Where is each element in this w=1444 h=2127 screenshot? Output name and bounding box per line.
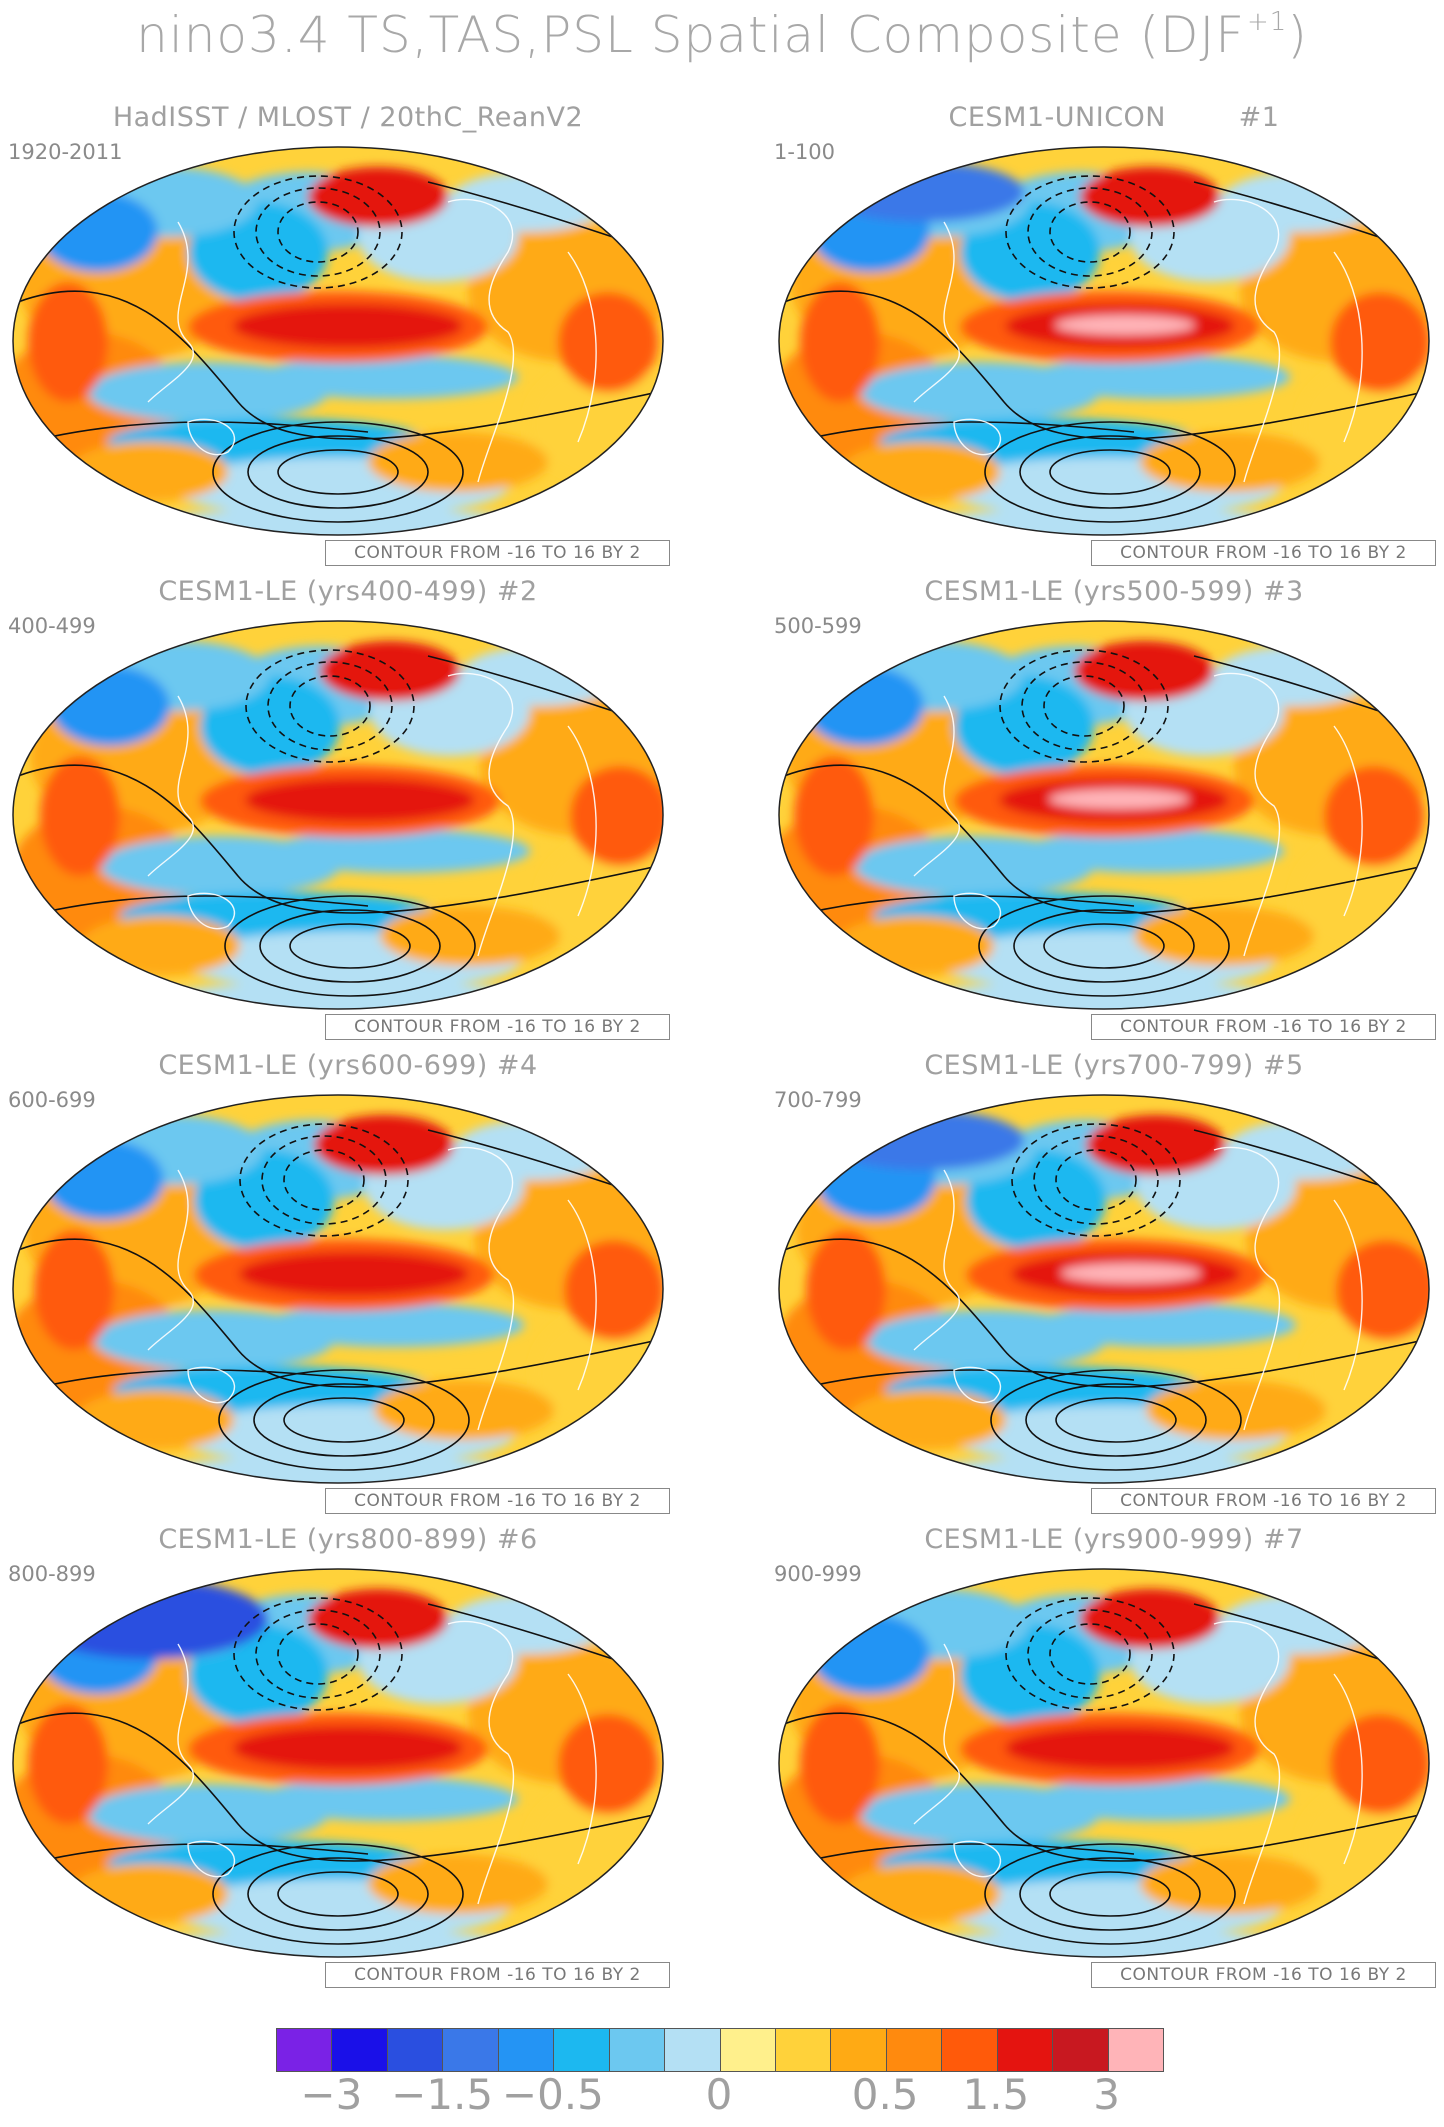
panel-title: CESM1-LE (yrs800-899) #6 bbox=[158, 1524, 538, 1555]
panel-years: 600-699 bbox=[8, 1088, 96, 1112]
colorbar-swatch bbox=[997, 2029, 1054, 2071]
colorbar-tick-label: 1.5 bbox=[962, 2070, 1030, 2119]
panel-years: 900-999 bbox=[774, 1562, 862, 1586]
panel-years: 800-899 bbox=[8, 1562, 96, 1586]
colorbar-labels: −3 −1.5 −0.5 0 0.5 1.5 3 bbox=[0, 2070, 1444, 2126]
robinson-map bbox=[12, 1568, 664, 1958]
panel-years: 500-599 bbox=[774, 614, 862, 638]
colorbar-tick-label: 0 bbox=[705, 2070, 733, 2119]
panel-years: 400-499 bbox=[8, 614, 96, 638]
colorbar-swatch bbox=[609, 2029, 666, 2071]
colorbar-swatch bbox=[720, 2029, 776, 2071]
colorbar-swatch bbox=[443, 2029, 499, 2071]
panel-title: CESM1-LE (yrs900-999) #7 bbox=[924, 1524, 1304, 1555]
contour-info-box: CONTOUR FROM -16 TO 16 BY 2 bbox=[325, 540, 670, 566]
colorbar-swatch bbox=[942, 2029, 998, 2071]
robinson-map bbox=[778, 1094, 1430, 1484]
panel-title: CESM1-LE (yrs600-699) #4 bbox=[158, 1050, 538, 1081]
robinson-map bbox=[778, 620, 1430, 1010]
colorbar-swatch bbox=[665, 2029, 721, 2071]
map-panel: CESM1-LE (yrs900-999) #7 900-999 CONTOUR F… bbox=[774, 1524, 1444, 1994]
contour-info-box: CONTOUR FROM -16 TO 16 BY 2 bbox=[1091, 1962, 1436, 1988]
colorbar-swatch bbox=[886, 2029, 943, 2071]
contour-info-box: CONTOUR FROM -16 TO 16 BY 2 bbox=[1091, 1014, 1436, 1040]
robinson-map bbox=[12, 620, 664, 1010]
contour-info-box: CONTOUR FROM -16 TO 16 BY 2 bbox=[1091, 1488, 1436, 1514]
map-panel: CESM1-LE (yrs800-899) #6 800-899 CONTOUR F… bbox=[8, 1524, 688, 1994]
robinson-map bbox=[12, 1094, 664, 1484]
map-panel: CESM1-LE (yrs700-799) #5 700-799 CONTOUR F… bbox=[774, 1050, 1444, 1520]
panel-title: CESM1-LE (yrs400-499) #2 bbox=[158, 576, 538, 607]
colorbar-swatch bbox=[554, 2029, 610, 2071]
colorbar-swatch bbox=[1053, 2029, 1109, 2071]
colorbar-swatch bbox=[332, 2029, 388, 2071]
panel-title: HadISST / MLOST / 20thC_ReanV2 bbox=[112, 102, 584, 133]
contour-info-box: CONTOUR FROM -16 TO 16 BY 2 bbox=[325, 1014, 670, 1040]
colorbar-swatch bbox=[498, 2029, 555, 2071]
map-panel: CESM1-LE (yrs600-699) #4 600-699 CONTOUR F… bbox=[8, 1050, 688, 1520]
colorbar-tick-label: 3 bbox=[1093, 2070, 1120, 2119]
panel-title: CESM1-UNICON #1 bbox=[948, 102, 1280, 133]
panel-title: CESM1-LE (yrs500-599) #3 bbox=[924, 576, 1304, 607]
colorbar-tick-label: 0.5 bbox=[851, 2070, 919, 2119]
map-panel: CESM1-UNICON #1 1-100 CONTOUR FROM -16 TO … bbox=[774, 102, 1444, 572]
robinson-map bbox=[778, 1568, 1430, 1958]
panel-years: 1-100 bbox=[774, 140, 836, 164]
contour-info-box: CONTOUR FROM -16 TO 16 BY 2 bbox=[325, 1962, 670, 1988]
figure-title: nino3.4 TS,TAS,PSL Spatial Composite (DJ… bbox=[136, 6, 1308, 64]
map-panel: CESM1-LE (yrs500-599) #3 500-599 CONTOUR F… bbox=[774, 576, 1444, 1046]
colorbar-swatch bbox=[1108, 2029, 1163, 2071]
colorbar-swatch bbox=[775, 2029, 832, 2071]
panel-title: CESM1-LE (yrs700-799) #5 bbox=[924, 1050, 1304, 1081]
panel-years: 1920-2011 bbox=[8, 140, 123, 164]
colorbar-swatch bbox=[831, 2029, 887, 2071]
robinson-map bbox=[778, 146, 1430, 536]
colorbar-swatch bbox=[277, 2029, 333, 2071]
map-panel: CESM1-LE (yrs400-499) #2 400-499 CONTOUR F… bbox=[8, 576, 688, 1046]
colorbar-tick-label: −0.5 bbox=[501, 2070, 604, 2119]
colorbar bbox=[276, 2028, 1164, 2072]
colorbar-tick-label: −1.5 bbox=[391, 2070, 494, 2119]
robinson-map bbox=[12, 146, 664, 536]
contour-info-box: CONTOUR FROM -16 TO 16 BY 2 bbox=[325, 1488, 670, 1514]
colorbar-swatch bbox=[387, 2029, 444, 2071]
panel-years: 700-799 bbox=[774, 1088, 862, 1112]
colorbar-tick-label: −3 bbox=[300, 2070, 363, 2119]
map-panel: HadISST / MLOST / 20thC_ReanV2 1920-2011 C… bbox=[8, 102, 688, 572]
contour-info-box: CONTOUR FROM -16 TO 16 BY 2 bbox=[1091, 540, 1436, 566]
